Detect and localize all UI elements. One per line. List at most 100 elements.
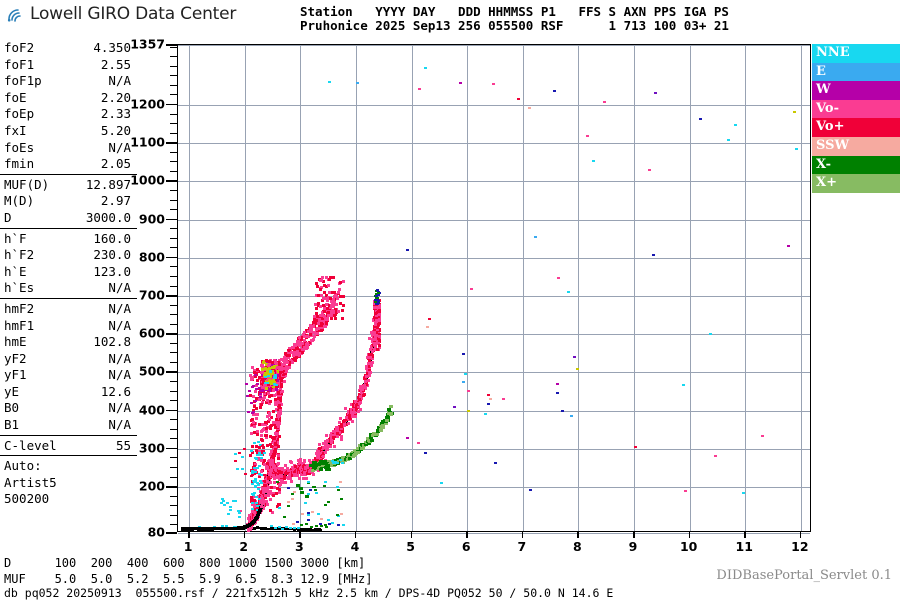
data-point (377, 334, 381, 338)
param-row: fxI 5.20 (0, 123, 137, 140)
data-point (260, 439, 264, 443)
data-point (257, 387, 261, 390)
data-point (263, 421, 267, 425)
data-point (273, 450, 277, 454)
data-point (268, 401, 272, 405)
gridline-horizontal (178, 45, 810, 46)
data-point (245, 395, 249, 398)
data-point (322, 315, 326, 318)
data-point (327, 284, 330, 287)
y-tick-minor (170, 438, 177, 440)
data-point (324, 451, 328, 455)
legend-item-x[interactable]: X- (812, 155, 900, 175)
data-point (290, 479, 294, 483)
data-point (268, 498, 272, 502)
param-row: h`F 160.0 (0, 231, 137, 248)
data-point (336, 310, 340, 313)
data-point (267, 490, 271, 493)
gridline-vertical (300, 45, 302, 531)
y-tick (166, 333, 177, 335)
param-value: 123.0 (93, 263, 131, 279)
data-point (311, 321, 315, 324)
x-tick-label: 6 (461, 539, 471, 554)
data-point (377, 313, 381, 317)
legend-item-ssw[interactable]: SSW (812, 136, 900, 156)
y-tick-minor (170, 467, 177, 469)
data-point (260, 501, 264, 505)
legend-item-x[interactable]: X+ (812, 174, 900, 193)
param-row: foF1 2.55 (0, 57, 137, 74)
data-point (366, 378, 370, 382)
data-point (256, 432, 260, 436)
y-tick (166, 409, 177, 412)
ionogram-plot[interactable] (177, 44, 811, 534)
data-point (220, 502, 223, 505)
y-tick-minor (170, 304, 177, 306)
legend-item-vo[interactable]: Vo- (812, 99, 900, 119)
data-point (274, 420, 278, 424)
data-point (224, 525, 228, 527)
y-tick-minor (170, 352, 177, 354)
polarization-legend[interactable]: NNE E W Vo- Vo+ SSW X- X+ (812, 44, 900, 193)
data-point (273, 527, 277, 530)
data-point (284, 374, 288, 378)
data-point (268, 480, 272, 484)
y-tick-minor (170, 275, 177, 277)
param-key: B0 (4, 400, 20, 416)
data-point (375, 289, 379, 292)
data-point (338, 287, 342, 291)
param-key: yF2 (4, 350, 27, 366)
y-tick-minor (170, 342, 177, 344)
param-group: MUF(D) 12.897 M(D) 2.97 D 3000.0 (0, 177, 137, 229)
data-point (273, 426, 277, 430)
data-point (312, 486, 316, 489)
legend-item-w[interactable]: W (812, 81, 900, 100)
gridline-vertical (411, 45, 413, 531)
param-key: foE (4, 89, 27, 105)
param-row: hmF1 N/A (0, 318, 137, 335)
data-point (250, 378, 254, 382)
data-point (260, 437, 264, 441)
data-point (634, 445, 637, 448)
data-point (323, 504, 327, 507)
data-point (428, 318, 432, 320)
data-point (333, 317, 337, 321)
gridline-horizontal (178, 334, 810, 336)
data-point (277, 406, 281, 409)
data-point (277, 434, 281, 438)
data-point (237, 515, 241, 518)
x-tick-label: 11 (735, 539, 753, 554)
data-point (489, 398, 493, 401)
y-tick-label: 80 (147, 524, 165, 540)
legend-item-e[interactable]: E (812, 62, 900, 82)
param-note: Artist5 (4, 474, 57, 490)
data-point (247, 517, 251, 521)
param-key: MUF(D) (4, 176, 50, 192)
data-point (260, 458, 264, 462)
data-point (277, 420, 281, 424)
param-value: N/A (108, 417, 131, 433)
data-point (293, 527, 297, 530)
y-tick-minor (170, 381, 177, 383)
data-point (286, 360, 290, 364)
data-point (341, 294, 345, 298)
data-point (709, 332, 713, 335)
data-point (281, 527, 285, 530)
data-point (255, 467, 259, 470)
data-point (253, 413, 257, 416)
param-value: 12.6 (100, 383, 131, 399)
y-tick-minor (170, 361, 177, 363)
data-point (266, 444, 269, 448)
y-tick-minor (170, 228, 177, 230)
data-point (256, 383, 259, 386)
data-point (356, 81, 359, 84)
data-point (271, 459, 275, 462)
legend-item-vo[interactable]: Vo+ (812, 118, 900, 137)
data-point (309, 338, 313, 342)
param-row: h`Es N/A (0, 280, 137, 297)
data-point (258, 393, 262, 397)
data-point (362, 383, 366, 387)
data-point (283, 480, 287, 484)
data-point (256, 481, 260, 484)
legend-item-nne[interactable]: NNE (812, 44, 900, 63)
